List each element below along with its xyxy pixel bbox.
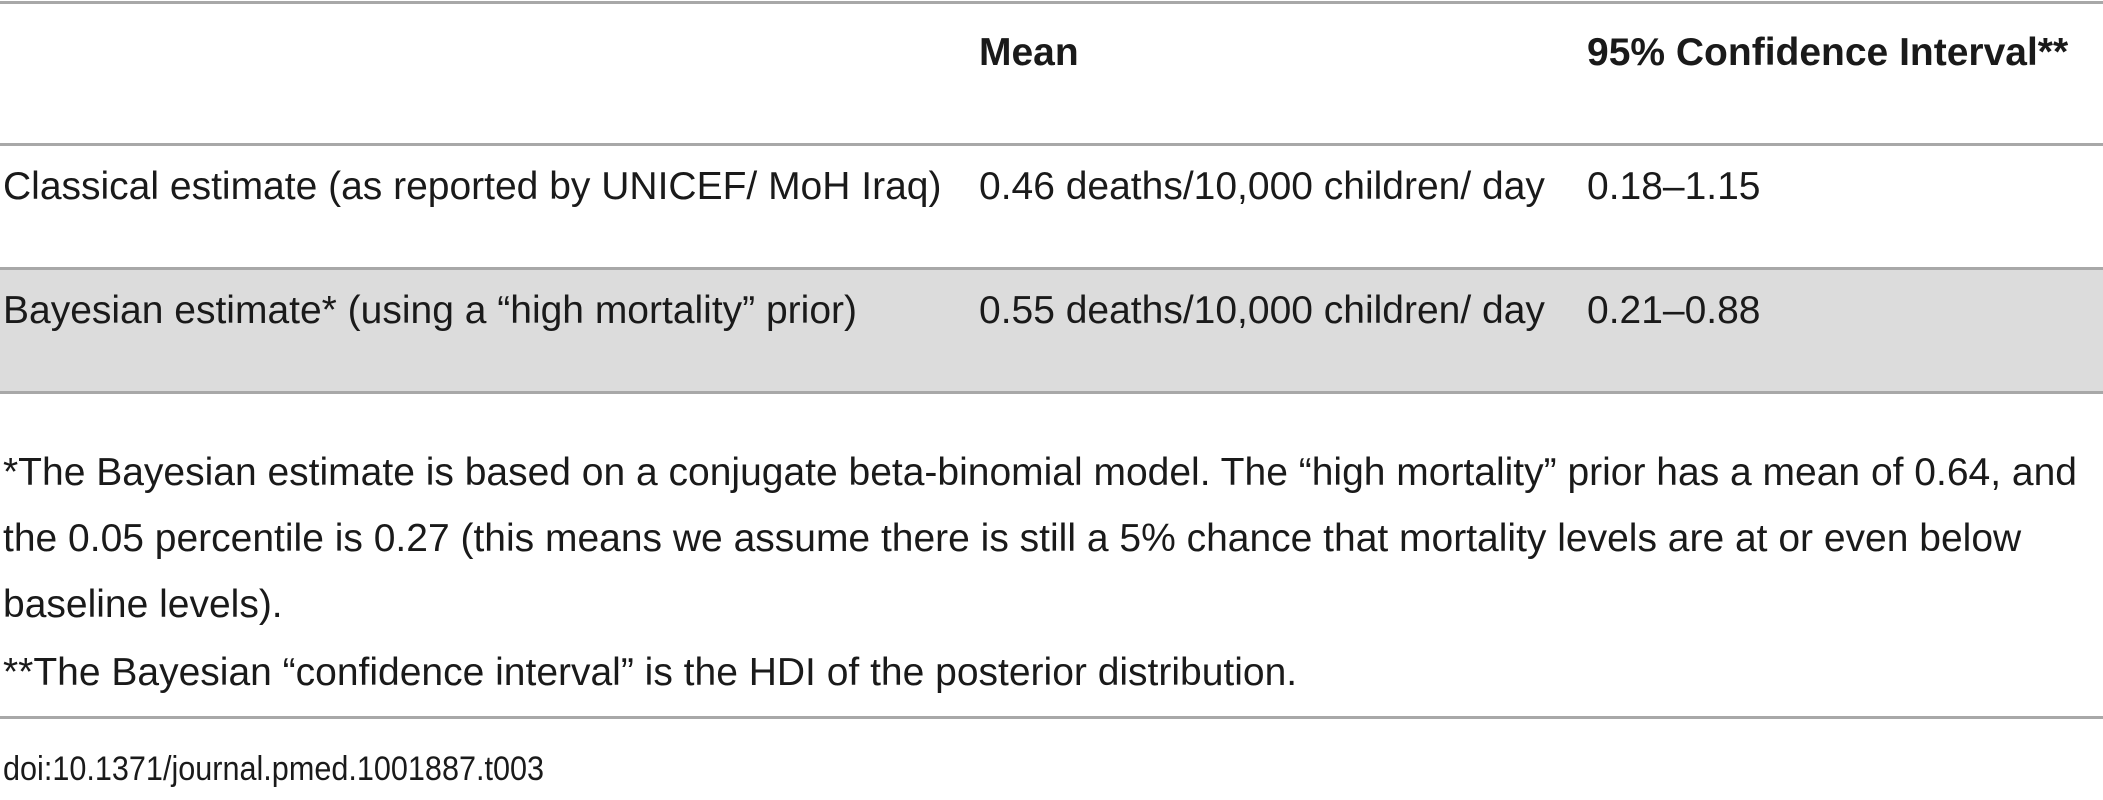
- row-label: Classical estimate (as reported by UNICE…: [0, 142, 976, 268]
- row-mean: 0.46 deaths/10,000 children/ day: [976, 142, 1584, 268]
- footer-rule: [0, 716, 2103, 719]
- row-label: Bayesian estimate* (using a “high mortal…: [0, 266, 976, 392]
- header-confidence-interval: 95% Confidence Interval**: [1587, 31, 2069, 74]
- footnote-bayesian-model: *The Bayesian estimate is based on a con…: [3, 451, 2077, 626]
- table-row: Bayesian estimate* (using a “high mortal…: [0, 266, 2103, 392]
- header-estimate-type: [0, 4, 976, 144]
- table-top-rule: [0, 1, 2103, 4]
- row-ci: 0.18–1.15: [1584, 142, 2103, 268]
- header-mean: Mean: [979, 31, 1079, 74]
- row-mean: 0.55 deaths/10,000 children/ day: [976, 266, 1584, 392]
- table-row: Classical estimate (as reported by UNICE…: [0, 142, 2103, 268]
- row-ci: 0.21–0.88: [1584, 266, 2103, 392]
- doi-label: doi:10.1371/journal.pmed.1001887.t003: [3, 750, 545, 788]
- footnote-confidence-interval: **The Bayesian “confidence interval” is …: [3, 651, 1298, 694]
- table-header-row: Mean 95% Confidence Interval**: [0, 4, 2103, 144]
- results-table: Mean 95% Confidence Interval** Classical…: [0, 4, 2103, 395]
